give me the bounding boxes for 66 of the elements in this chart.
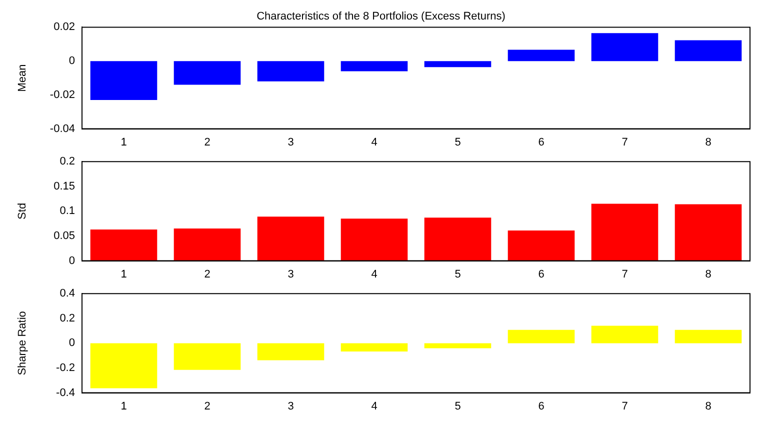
x-tick-label: 1	[120, 136, 127, 148]
x-tick-label: 6	[538, 268, 544, 280]
y-axis-title: Mean	[16, 64, 29, 92]
x-tick-label: 4	[371, 400, 378, 412]
bar	[257, 343, 324, 360]
x-tick-label: 7	[622, 136, 628, 148]
bar	[591, 326, 658, 344]
bar	[90, 61, 158, 100]
y-tick-label: 0	[68, 337, 75, 350]
y-tick-label: 0.4	[60, 288, 75, 300]
bar	[174, 228, 241, 261]
bar	[424, 343, 492, 348]
x-tick-label: 3	[288, 400, 294, 412]
y-tick-label: -0.2	[56, 362, 75, 374]
y-tick-label: 0.1	[60, 205, 75, 218]
x-tick-label: 5	[454, 400, 461, 412]
y-tick-label: -0.02	[50, 88, 75, 101]
y-tick-label: 0.05	[54, 230, 75, 242]
bar	[674, 204, 742, 261]
bar	[508, 330, 575, 344]
x-tick-label: 8	[705, 136, 712, 148]
x-tick-label: 3	[288, 268, 294, 280]
x-tick-label: 8	[705, 400, 712, 412]
bar	[174, 61, 241, 85]
bar	[90, 230, 158, 261]
x-tick-label: 3	[288, 136, 294, 148]
bar	[424, 61, 492, 68]
bar	[508, 50, 575, 62]
y-tick-label: 0	[68, 254, 75, 267]
bar	[340, 218, 408, 261]
x-tick-label: 6	[538, 400, 544, 412]
y-tick-label: -0.4	[56, 386, 75, 399]
bar	[424, 218, 492, 261]
bar	[257, 61, 324, 82]
bar	[340, 61, 408, 72]
bar	[674, 330, 742, 344]
x-tick-label: 8	[705, 268, 712, 280]
y-tick-label: 0.2	[60, 156, 75, 168]
x-tick-label: 6	[538, 136, 544, 148]
y-tick-label: -0.04	[50, 122, 75, 135]
bar	[591, 33, 658, 62]
x-tick-label: 7	[622, 400, 628, 412]
bar	[90, 343, 158, 388]
y-tick-label: 0	[68, 55, 75, 68]
bar	[340, 343, 408, 352]
bar	[257, 216, 324, 261]
x-tick-label: 4	[371, 136, 378, 148]
bar	[174, 343, 241, 370]
y-tick-label: 0.2	[60, 312, 75, 324]
x-tick-label: 7	[622, 268, 628, 280]
x-tick-label: 1	[120, 268, 127, 280]
bar	[591, 204, 658, 261]
x-tick-label: 5	[454, 136, 461, 148]
chart-title: Characteristics of the 8 Portfolios (Excess Returns)	[256, 10, 506, 23]
y-axis-title: Std	[16, 202, 29, 220]
x-tick-label: 2	[204, 136, 210, 148]
x-tick-label: 2	[204, 268, 210, 280]
y-tick-label: 0.15	[54, 180, 75, 192]
x-tick-label: 1	[120, 400, 127, 412]
y-axis-title: Sharpe Ratio	[16, 311, 29, 376]
y-tick-label: 0.02	[54, 21, 75, 34]
x-tick-label: 2	[204, 400, 210, 412]
bar	[508, 230, 575, 261]
x-tick-label: 4	[371, 268, 378, 280]
x-tick-label: 5	[454, 268, 461, 280]
bar	[674, 40, 742, 62]
